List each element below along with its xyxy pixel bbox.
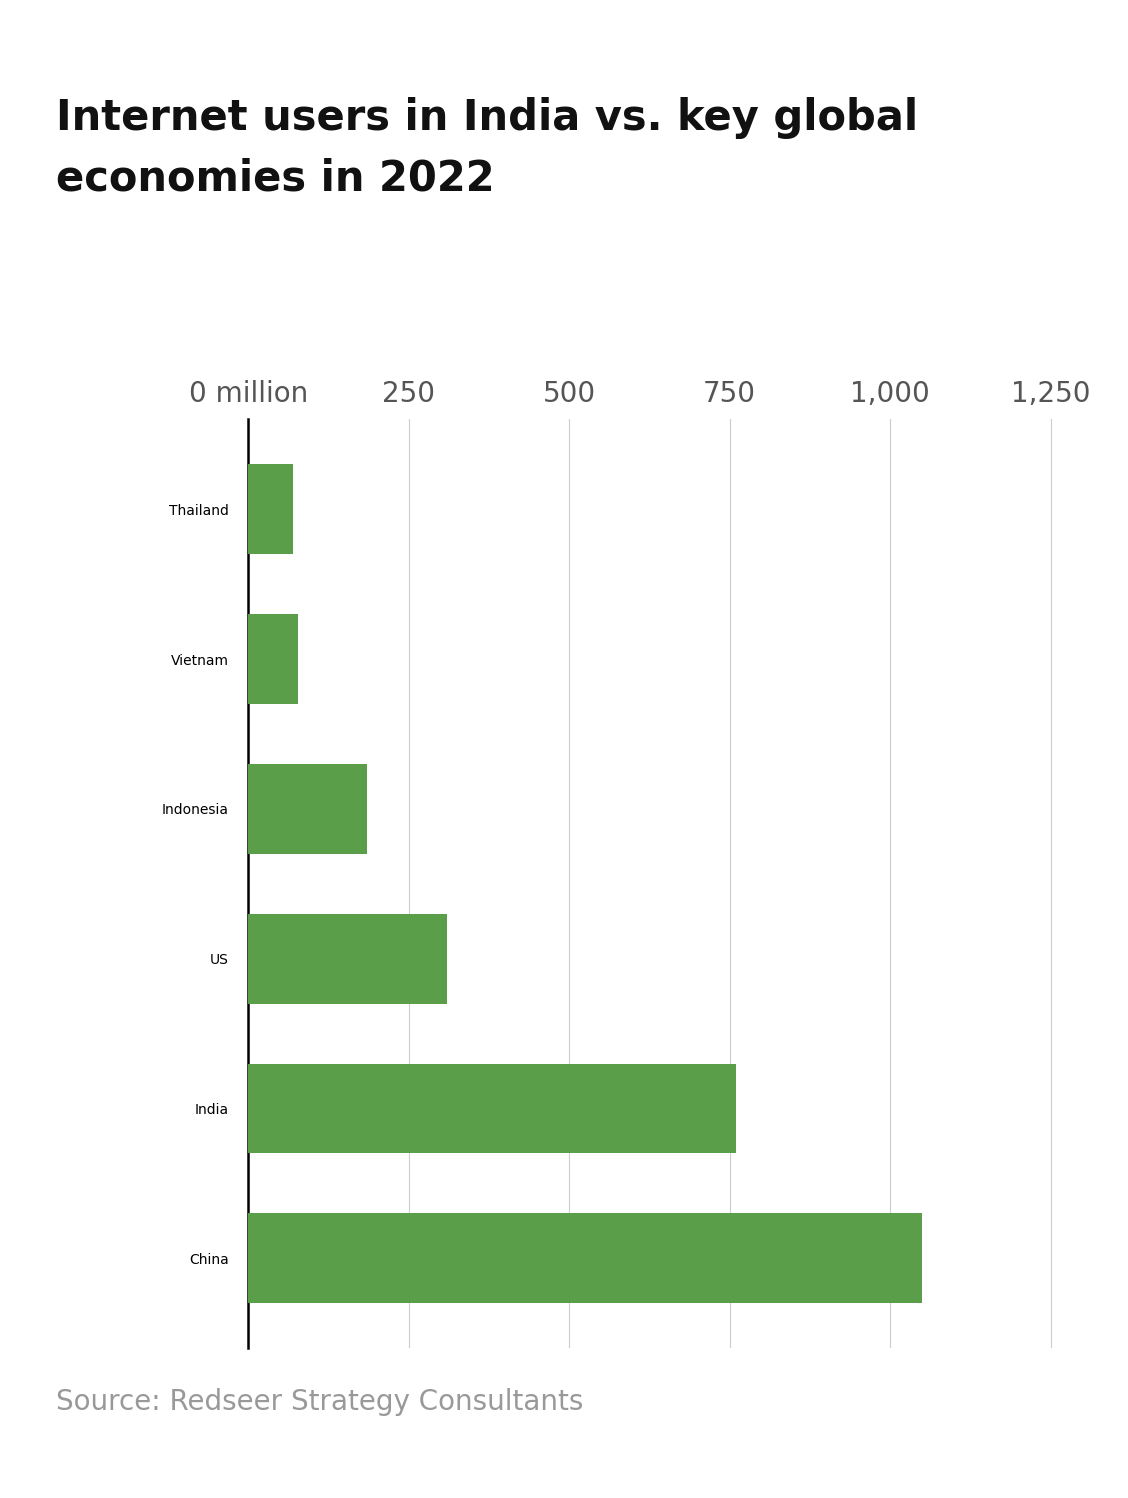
Bar bbox=[248, 1213, 923, 1303]
Text: Internet users in India vs. key global: Internet users in India vs. key global bbox=[56, 97, 918, 139]
Bar bbox=[248, 914, 447, 1004]
Text: economies in 2022: economies in 2022 bbox=[56, 157, 495, 199]
Bar bbox=[248, 614, 298, 704]
Bar bbox=[248, 1064, 737, 1153]
Bar bbox=[248, 464, 293, 554]
Bar bbox=[248, 764, 367, 854]
Text: Source: Redseer Strategy Consultants: Source: Redseer Strategy Consultants bbox=[56, 1387, 584, 1416]
